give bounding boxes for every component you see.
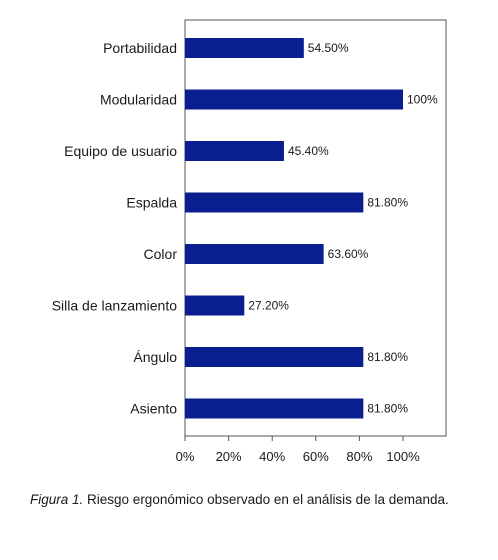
category-label-4: Color: [144, 246, 178, 262]
bar-chart: Portabilidad Modularidad Equipo de usuario…: [52, 19, 447, 464]
value-label-1: 100%: [407, 93, 438, 107]
x-tick-label-5: 100%: [386, 449, 420, 464]
x-tick-label-4: 80%: [346, 449, 372, 464]
category-label-6: Ángulo: [133, 349, 177, 365]
bar-4: [185, 244, 324, 264]
value-label-5: 27.20%: [248, 299, 289, 313]
value-label-6: 81.80%: [367, 350, 408, 364]
plot-frame: [184, 19, 447, 437]
bar-0: [185, 38, 304, 58]
value-label-7: 81.80%: [367, 402, 408, 416]
value-label-0: 54.50%: [308, 41, 349, 55]
bar-5: [185, 295, 245, 316]
x-tick-label-0: 0%: [176, 449, 195, 464]
category-label-0: Portabilidad: [103, 40, 177, 56]
bar-2: [185, 141, 284, 161]
bar-3: [185, 192, 364, 213]
x-tick-label-1: 20%: [216, 449, 242, 464]
x-tick-label-2: 40%: [259, 449, 285, 464]
x-tick-label-3: 60%: [303, 449, 329, 464]
category-label-1: Modularidad: [100, 92, 177, 108]
bar-1: [185, 89, 403, 110]
figure-caption: Figura 1. Riesgo ergonómico observado en…: [30, 490, 470, 510]
bar-6: [185, 347, 364, 367]
category-label-5: Silla de lanzamiento: [52, 298, 178, 314]
value-label-4: 63.60%: [328, 247, 369, 261]
bar-7: [185, 398, 364, 419]
value-label-3: 81.80%: [367, 196, 408, 210]
figure-caption-text: Riesgo ergonómico observado en el anális…: [83, 492, 449, 507]
category-label-2: Equipo de usuario: [64, 143, 177, 159]
category-label-3: Espalda: [126, 195, 177, 211]
value-label-2: 45.40%: [288, 144, 329, 158]
category-label-7: Asiento: [130, 401, 177, 417]
figure-label: Figura 1.: [30, 492, 84, 507]
